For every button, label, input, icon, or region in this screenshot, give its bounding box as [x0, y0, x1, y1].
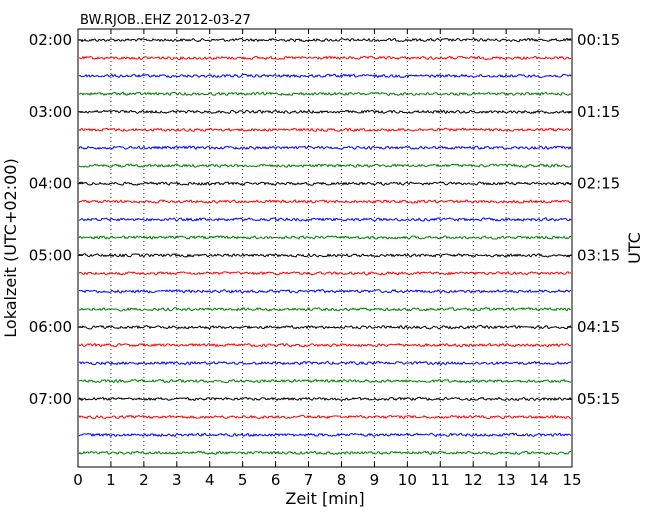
x-tick-label: 13	[497, 471, 516, 489]
y-tick-label-left: 07:00	[29, 390, 72, 408]
seismic-trace	[78, 199, 572, 204]
seismic-trace	[78, 181, 572, 186]
x-tick-label: 5	[238, 471, 248, 489]
seismic-trace	[78, 37, 572, 43]
seismic-trace	[79, 306, 572, 312]
y-tick-label-right: 01:15	[577, 103, 620, 121]
seismic-trace	[78, 360, 572, 366]
seismic-trace	[78, 414, 572, 420]
x-tick-label: 6	[271, 471, 281, 489]
seismic-trace	[78, 450, 572, 456]
seismic-trace	[78, 342, 572, 348]
y-tick-label-left: 03:00	[29, 103, 72, 121]
seismic-trace	[78, 163, 572, 168]
x-axis-label: Zeit [min]	[285, 489, 364, 508]
y-tick-label-left: 06:00	[29, 318, 72, 336]
x-tick-label: 0	[73, 471, 83, 489]
y-tick-label-left: 04:00	[29, 175, 72, 193]
seismic-trace	[78, 432, 572, 438]
plot-frame	[77, 28, 573, 468]
seismic-trace	[78, 271, 572, 276]
seismic-trace	[78, 145, 572, 150]
x-tick-label: 11	[431, 471, 450, 489]
ticks-layer: 0 1 2 3 4 5 6 7 8 9 10 11 12 13 14 1502:0003:0004:0005:…	[29, 29, 620, 489]
chart-title: BW.RJOB..EHZ 2012-03-27	[80, 13, 251, 28]
seismic-trace	[78, 217, 572, 222]
y-axis-label-right: UTC	[625, 232, 644, 264]
x-tick-label: 4	[205, 471, 215, 489]
y-tick-label-left: 05:00	[29, 246, 72, 264]
seismic-trace	[78, 91, 572, 97]
x-tick-label: 14	[530, 471, 549, 489]
y-tick-label-right: 02:15	[577, 175, 620, 193]
x-tick-label: 10	[398, 471, 417, 489]
x-tick-label: 9	[370, 471, 380, 489]
seismic-trace	[78, 73, 572, 79]
seismic-trace	[78, 378, 572, 384]
seismic-trace	[78, 55, 572, 61]
y-axis-label-left: Lokalzeit (UTC+02:00)	[1, 158, 20, 337]
x-tick-label: 7	[304, 471, 314, 489]
x-tick-label: 3	[172, 471, 182, 489]
seismic-trace	[78, 127, 572, 133]
seismic-trace	[78, 396, 572, 402]
seismic-trace	[78, 253, 572, 258]
y-tick-label-right: 05:15	[577, 390, 620, 408]
x-tick-label: 8	[337, 471, 347, 489]
seismic-trace	[78, 109, 572, 115]
x-tick-label: 1	[106, 471, 116, 489]
x-tick-label: 15	[562, 471, 581, 489]
traces-layer	[78, 37, 572, 456]
y-tick-label-right: 04:15	[577, 318, 620, 336]
y-tick-label-right: 03:15	[577, 246, 620, 264]
seismic-trace	[78, 324, 572, 330]
seismic-trace	[78, 235, 572, 240]
y-tick-label-left: 02:00	[29, 31, 72, 49]
x-tick-label: 2	[139, 471, 149, 489]
y-tick-label-right: 00:15	[577, 31, 620, 49]
seismic-trace	[78, 289, 572, 294]
x-tick-label: 12	[464, 471, 483, 489]
